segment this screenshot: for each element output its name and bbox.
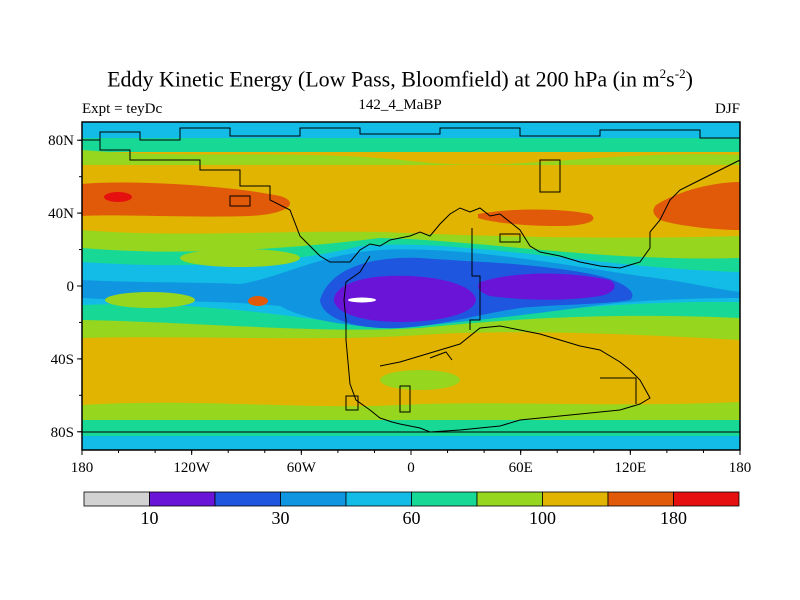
coast-outline-south-central [429,351,453,361]
colorbar-label: 60 [402,508,421,528]
x-tick-label: 180 [71,460,94,476]
band-south-transition [82,402,740,420]
season-label: DJF [714,101,740,117]
y-tick-label: 40N [48,206,74,222]
northern-continent-outline [99,140,741,269]
band-south-polar [82,434,740,450]
colorbar-swatch [411,491,478,507]
colorbar-swatch [607,491,674,507]
band-north-subpolar [82,138,740,152]
colorbar-swatch [476,491,543,507]
minimum-spot [348,297,376,303]
colorbar-label: 180 [660,508,687,528]
colorbar-label: 10 [140,508,159,528]
band-south-subpolar [82,418,740,436]
island-outline-south [399,385,411,413]
colorbar-swatch [542,491,609,507]
x-tick-label: 120W [173,460,211,476]
island-outline-southwest [345,395,359,411]
island-outline-north [539,159,561,193]
peak-north-pacific [104,192,132,202]
colorbar-swatch [149,491,216,507]
patch-green-north-tropics [180,249,300,267]
colorbar-swatch [673,491,740,507]
colorbar-label: 100 [529,508,556,528]
colorbar-label: 30 [271,508,290,528]
minimum-region-west [333,275,476,322]
colorbar-swatch [345,491,412,507]
southern-continent-outline [343,255,651,433]
arctic-coast-outline [82,127,740,141]
x-tick-label: 60W [287,460,317,476]
y-tick-label: 0 [67,279,75,295]
island-outline-north-pacific [229,195,251,207]
band-north-transition [82,150,740,165]
x-tick-label: 60E [509,460,533,476]
map-title: Eddy Kinetic Energy (Low Pass, Bloomfiel… [107,66,693,92]
maximum-region-asia [478,209,594,226]
maximum-region-north-pacific [82,182,290,217]
colorbar-swatch [214,491,281,507]
x-tick-label: 180 [729,460,752,476]
axis-ticks [77,139,741,455]
minimum-region-east [478,273,615,300]
inland-border-outline [469,228,481,330]
period-label: 142_4_MaBP [358,97,442,113]
colorbar [83,491,740,507]
y-tick-label: 80N [48,133,74,149]
axis-tick-labels: 180 120W 60W 0 60E 120E 180 80N 40N 0 40S 80S [48,133,751,476]
experiment-label: Expt = teyDc [82,101,163,117]
colorbar-swatch [83,491,150,507]
x-tick-label: 0 [407,460,415,476]
band-north-polar [82,122,740,140]
island-outline-asia [499,233,521,243]
y-tick-label: 80S [51,425,74,441]
coast-outline-southeast [600,377,637,404]
contour-field [82,122,740,450]
colorbar-swatch [280,491,347,507]
patch-green-south [380,370,460,390]
maximum-region-southern-tropics [248,296,268,306]
x-tick-label: 120E [614,460,646,476]
patch-green-south-tropics [105,292,195,308]
y-tick-label: 40S [51,352,74,368]
continent-outlines [82,127,741,433]
maximum-region-east-pacific [653,182,740,230]
